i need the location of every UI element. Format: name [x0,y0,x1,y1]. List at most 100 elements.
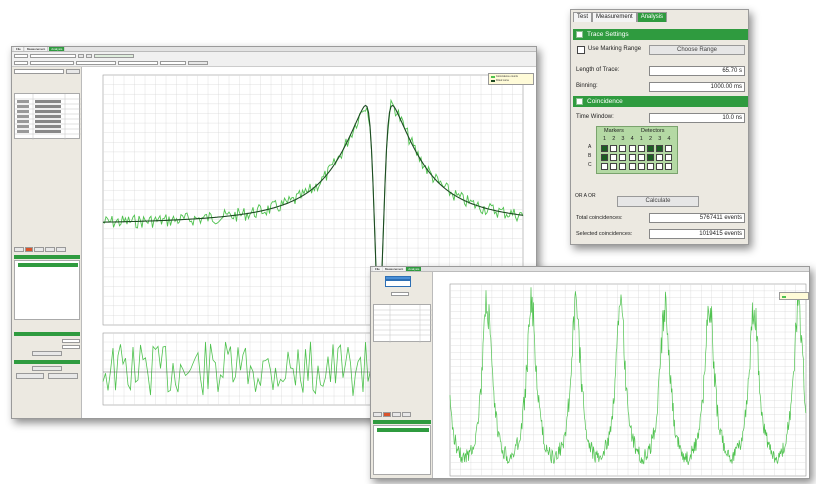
coincidence-checkbox[interactable] [601,163,608,170]
sidebar-select[interactable] [14,69,64,74]
tab-measurement[interactable]: Measurement [382,267,406,271]
coincidence-checkbox[interactable] [656,163,664,170]
tab-file[interactable]: File [14,47,24,51]
selected-coincidences-label: Selected coincidences: [576,231,633,237]
coincidence-checkbox[interactable] [656,145,664,152]
marker-column-number: 4 [630,136,634,142]
coincidence-checkbox[interactable] [619,145,627,152]
tab-measurement[interactable]: Measurement [24,47,49,51]
tab-analysis[interactable]: Analysis [49,47,66,51]
detector-column-number: 3 [658,136,662,142]
toolbar-field[interactable] [76,60,116,65]
coincidence-checkbox[interactable] [637,154,645,161]
tab-analysis[interactable]: Analysis [406,267,422,271]
collapse-icon[interactable] [576,31,583,38]
toolbar-button[interactable] [78,53,84,58]
coincidence-header[interactable]: Coincidence [573,96,748,107]
main-tab-bar: File Measurement Analysis [12,47,536,52]
coincidence-checkbox[interactable] [610,145,618,152]
toolbar-field[interactable] [118,60,158,65]
sidebar-dropdown-open[interactable] [385,276,411,280]
legend-label-fit: Fitted curve [496,79,510,82]
choose-range-button[interactable]: Choose Range [649,45,745,55]
periodic-tab-bar: File Measurement Analysis [371,267,809,272]
coincidence-checkbox[interactable] [610,154,618,161]
sidebar-dropdown-list[interactable] [385,280,411,287]
sidebar-button[interactable] [48,373,78,379]
sidebar-field[interactable] [62,339,80,343]
periodic-chart[interactable] [434,272,810,479]
detector-column-number: 4 [667,136,671,142]
tab-file[interactable]: File [373,267,382,271]
length-of-trace-label: Length of Trace: [576,67,620,73]
marker-button[interactable] [402,412,411,417]
coincidence-checkbox[interactable] [647,145,654,152]
toolbar-button[interactable] [188,60,208,65]
marker-button[interactable] [45,247,55,252]
tab-analysis[interactable]: Analysis [636,12,668,22]
coincidence-checkbox[interactable] [656,154,664,161]
sidebar-button[interactable] [32,366,62,371]
sidebar-section-header [14,360,80,364]
coincidence-checkbox[interactable] [628,163,636,170]
toolbar-field[interactable] [14,53,28,58]
marker-button[interactable] [392,412,401,417]
periodic-sidebar [371,272,433,478]
coincidence-checkbox[interactable] [665,154,673,161]
fit-parameter-rows [15,94,81,140]
coincidence-checkbox[interactable] [619,163,627,170]
trace-settings-header[interactable]: Trace Settings [573,29,748,40]
coincidence-checkbox[interactable] [665,145,673,152]
binning-label: Binning: [576,83,598,89]
matrix-background [596,126,678,174]
sidebar-button[interactable] [66,69,80,74]
marker-button[interactable] [56,247,66,252]
coincidence-checkbox[interactable] [637,163,645,170]
trace-list-selected-item[interactable] [377,428,429,432]
periodic-parameter-table [373,304,432,343]
length-of-trace-value: 65.70 s [649,66,745,76]
trace-settings-title: Trace Settings [587,31,629,38]
toolbar-select[interactable] [30,53,76,58]
toolbar-field[interactable] [160,60,186,65]
sidebar-section-header [373,420,431,424]
legend-label-data: Coincidence counts [496,75,518,78]
coincidence-checkbox[interactable] [601,145,608,152]
coincidence-checkbox[interactable] [601,154,608,161]
sidebar-field[interactable] [391,292,409,296]
toolbar-button[interactable] [86,53,92,58]
marker-button[interactable] [14,247,24,252]
toolbar-option-button[interactable] [94,53,134,58]
coincidence-checkbox[interactable] [665,163,673,170]
use-marking-range-checkbox[interactable] [577,46,585,54]
marker-button-active[interactable] [383,412,391,417]
toolbar-field[interactable] [14,60,28,65]
coincidence-title: Coincidence [587,98,623,105]
coincidence-checkbox[interactable] [610,163,618,170]
marker-button[interactable] [373,412,382,417]
fitted-trace [103,104,524,313]
trace-list-selected-item[interactable] [18,263,78,267]
toolbar-select[interactable] [30,60,74,65]
chart-legend: Coincidence counts Fitted curve [488,73,534,85]
sidebar-section-header [14,255,80,259]
sidebar-button[interactable] [32,351,62,356]
tab-measurement[interactable]: Measurement [592,12,637,22]
tab-test[interactable]: Test [573,12,593,22]
chart-legend [779,292,809,300]
coincidence-checkbox[interactable] [628,154,636,161]
sidebar-button[interactable] [16,373,44,379]
marker-button[interactable] [34,247,44,252]
coincidence-checkbox[interactable] [647,163,654,170]
marker-button-active[interactable] [25,247,33,252]
coincidence-checkbox[interactable] [637,145,645,152]
time-window-field[interactable]: 10.0 ns [649,113,745,123]
binning-field[interactable]: 1000.00 ms [649,82,745,92]
total-coincidences-label: Total coincidences: [576,215,623,221]
calculate-button[interactable]: Calculate [617,196,699,207]
coincidence-checkbox[interactable] [628,145,636,152]
sidebar-field[interactable] [62,345,80,349]
coincidence-checkbox[interactable] [619,154,627,161]
collapse-icon[interactable] [576,98,583,105]
coincidence-checkbox[interactable] [647,154,654,161]
